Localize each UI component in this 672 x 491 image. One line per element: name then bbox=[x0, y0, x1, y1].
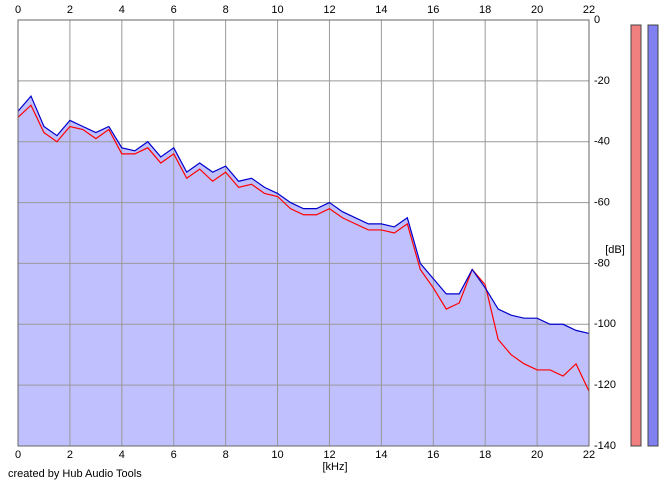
x-tick-label-top: 12 bbox=[323, 4, 335, 16]
y-tick-label: -80 bbox=[594, 257, 610, 269]
y-axis-label: [dB] bbox=[605, 244, 625, 256]
x-tick-label: 12 bbox=[323, 449, 335, 461]
plot-frame bbox=[17, 19, 590, 447]
x-tick-label-top: 20 bbox=[531, 4, 543, 16]
x-tick-label: 16 bbox=[427, 449, 439, 461]
x-tick-label-top: 10 bbox=[271, 4, 283, 16]
x-tick-label: 6 bbox=[171, 449, 177, 461]
level-meter-left bbox=[630, 24, 642, 447]
x-tick-label-top: 16 bbox=[427, 4, 439, 16]
x-tick-label-top: 8 bbox=[223, 4, 229, 16]
x-tick-label-top: 18 bbox=[479, 4, 491, 16]
x-axis-label: [kHz] bbox=[322, 461, 347, 473]
y-tick-label: 0 bbox=[594, 14, 600, 26]
x-tick-label: 4 bbox=[119, 449, 125, 461]
plot: 002244668810101212141416161818202022220-… bbox=[15, 4, 616, 461]
x-tick-label: 10 bbox=[271, 449, 283, 461]
y-tick-label: -140 bbox=[594, 440, 616, 452]
x-tick-label: 22 bbox=[583, 449, 595, 461]
level-meter-right bbox=[647, 24, 659, 447]
footer: created by Hub Audio Tools bbox=[8, 468, 142, 480]
spectrum-line bbox=[17, 94, 590, 334]
x-tick-label: 14 bbox=[375, 449, 387, 461]
spectrum-line bbox=[17, 104, 590, 392]
y-tick-label: -120 bbox=[594, 379, 616, 391]
x-tick-label-top: 14 bbox=[375, 4, 387, 16]
x-tick-label-top: 2 bbox=[67, 4, 73, 16]
y-tick-label: -40 bbox=[594, 136, 610, 148]
x-tick-label-top: 22 bbox=[583, 4, 595, 16]
x-tick-label: 0 bbox=[15, 449, 21, 461]
x-tick-label: 2 bbox=[67, 449, 73, 461]
x-tick-label: 18 bbox=[479, 449, 491, 461]
x-tick-label-top: 6 bbox=[171, 4, 177, 16]
y-tick-label: -60 bbox=[594, 196, 610, 208]
x-tick-label: 8 bbox=[223, 449, 229, 461]
spectrum-fill bbox=[18, 96, 589, 447]
y-tick-label: -20 bbox=[594, 75, 610, 87]
x-tick-label-top: 0 bbox=[15, 4, 21, 16]
y-tick-label: -100 bbox=[594, 318, 616, 330]
x-tick-label-top: 4 bbox=[119, 4, 125, 16]
x-tick-label: 20 bbox=[531, 449, 543, 461]
